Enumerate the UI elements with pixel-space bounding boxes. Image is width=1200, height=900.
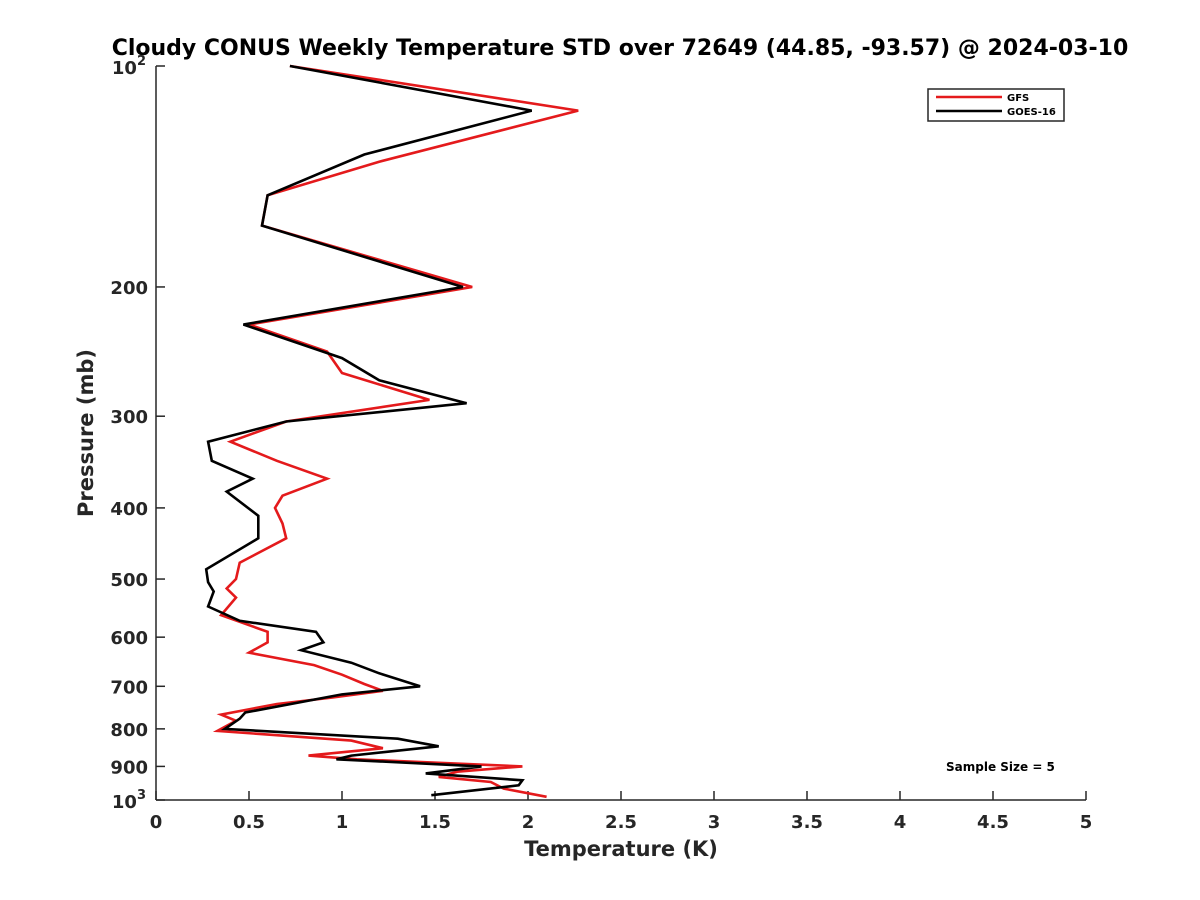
x-tick-label: 5 bbox=[1080, 812, 1093, 833]
x-tick-label: 3 bbox=[708, 812, 721, 833]
y-tick-label: 200 bbox=[110, 278, 148, 299]
x-tick-label: 4.5 bbox=[977, 812, 1009, 833]
y-tick-label: 400 bbox=[110, 499, 148, 520]
legend: GFS GOES-16 bbox=[927, 88, 1065, 122]
y-tick-label: 500 bbox=[110, 570, 148, 591]
x-axis-ticks: 0 0.5 1 1.5 2 2.5 3 3.5 4 4.5 5 bbox=[150, 791, 1093, 833]
x-tick-label: 0 bbox=[150, 812, 163, 833]
y-tick-exponent: 3 bbox=[137, 788, 146, 803]
y-tick-label: 103 bbox=[112, 788, 146, 813]
x-axis-label: Temperature (K) bbox=[524, 837, 718, 861]
x-tick-label: 1.5 bbox=[419, 812, 451, 833]
x-tick-label: 3.5 bbox=[791, 812, 823, 833]
y-tick-label: 600 bbox=[110, 628, 148, 649]
plot-area: 0 0.5 1 1.5 2 2.5 3 3.5 4 4.5 5 102200300400500600… bbox=[110, 54, 1092, 833]
series-line-goes16 bbox=[204, 64, 533, 797]
y-axis-label: Pressure (mb) bbox=[74, 349, 98, 517]
legend-box bbox=[927, 88, 1065, 122]
chart-title: Cloudy CONUS Weekly Temperature STD over… bbox=[112, 36, 1129, 61]
y-tick-label: 900 bbox=[110, 757, 148, 778]
y-tick-label: 700 bbox=[110, 677, 148, 698]
legend-label-gfs: GFS bbox=[1007, 93, 1029, 104]
y-tick-base: 10 bbox=[112, 58, 137, 79]
y-tick-label: 800 bbox=[110, 720, 148, 741]
legend-label-goes16: GOES-16 bbox=[1007, 107, 1056, 118]
y-tick-label: 102 bbox=[112, 54, 146, 79]
x-tick-label: 1 bbox=[336, 812, 349, 833]
y-tick-label: 300 bbox=[110, 407, 148, 428]
x-tick-label: 4 bbox=[894, 812, 907, 833]
y-tick-exponent: 2 bbox=[137, 54, 146, 69]
x-tick-label: 2 bbox=[522, 812, 535, 833]
y-tick-base: 10 bbox=[112, 792, 137, 813]
series-layer bbox=[204, 64, 579, 799]
x-tick-label: 0.5 bbox=[233, 812, 265, 833]
sample-size-annotation: Sample Size = 5 bbox=[946, 760, 1055, 774]
x-tick-label: 2.5 bbox=[605, 812, 637, 833]
series-line-gfs bbox=[212, 64, 579, 799]
